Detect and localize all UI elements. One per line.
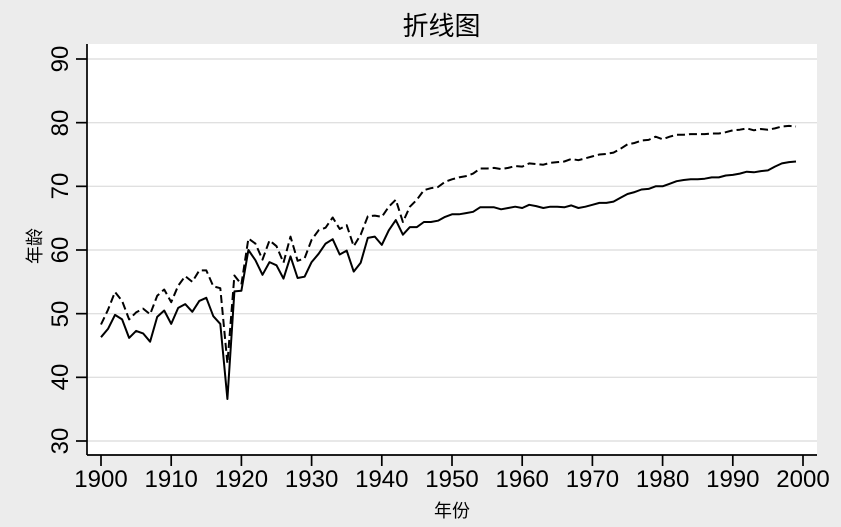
x-tick-label: 1940	[355, 466, 409, 493]
y-tick-label: 50	[47, 300, 74, 328]
x-tick-label: 1960	[495, 466, 549, 493]
x-tick-label: 1980	[635, 466, 690, 493]
dashed-line-series	[100, 124, 797, 365]
y-tick-label: 80	[47, 109, 74, 137]
y-tick-label: 40	[47, 363, 74, 391]
y-tick-label: 60	[47, 236, 74, 264]
x-tick-label: 2000	[776, 466, 830, 493]
x-tick-label: 1990	[706, 466, 760, 493]
chart-title: 折线图	[402, 11, 481, 41]
x-tick-label: 1950	[425, 466, 479, 493]
y-tick-label: 30	[47, 427, 74, 455]
y-axis-title: 年龄	[25, 228, 45, 264]
y-tick-label: 90	[47, 45, 74, 73]
x-tick-label: 1910	[144, 466, 198, 493]
x-tick-label: 1930	[284, 466, 339, 493]
x-tick-label: 1900	[74, 466, 128, 493]
x-tick-label: 1970	[565, 466, 620, 493]
solid-line-series	[100, 160, 797, 400]
y-tick-label: 70	[47, 172, 74, 200]
x-axis-title: 年份	[434, 501, 470, 521]
x-tick-label: 1920	[214, 466, 269, 493]
